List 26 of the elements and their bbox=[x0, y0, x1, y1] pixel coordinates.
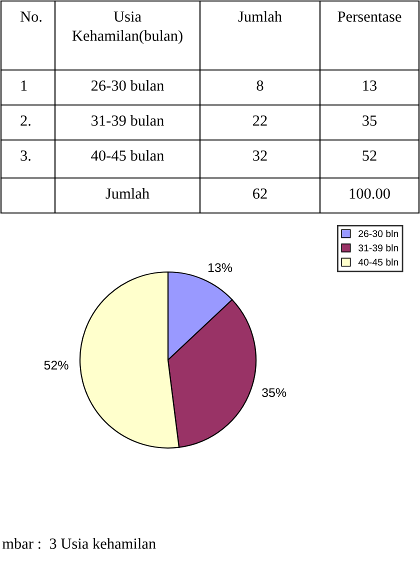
text: 35 bbox=[362, 115, 377, 126]
text: 52 bbox=[362, 150, 376, 161]
text: 100.00 bbox=[350, 188, 390, 199]
text: Jumlah bbox=[238, 11, 282, 22]
text: 1 bbox=[21, 80, 27, 91]
text: 26-30 bulan bbox=[91, 80, 164, 91]
text: Usia Kehamilan(bulan) bbox=[72, 11, 182, 44]
text: Jumlah bbox=[106, 188, 150, 199]
data-label: 13% bbox=[208, 263, 232, 272]
text: 22 bbox=[253, 115, 267, 126]
legend-label: 26-30 bln bbox=[358, 230, 398, 238]
data-label: 52% bbox=[44, 360, 68, 370]
data-label: 35% bbox=[262, 388, 286, 398]
text: 8 bbox=[256, 80, 264, 91]
text: No. bbox=[20, 12, 42, 22]
text: 32 bbox=[253, 150, 267, 161]
legend-label: 40-45 bln bbox=[358, 258, 398, 266]
legend-label: 31-39 bln bbox=[358, 244, 398, 252]
text: 31-39 bulan bbox=[92, 115, 164, 126]
text: 40-45 bulan bbox=[91, 150, 164, 161]
text: 3. bbox=[20, 150, 30, 161]
text: mbar : 3 Usia kehamilan bbox=[2, 538, 156, 549]
text: 62 bbox=[253, 188, 267, 199]
text: 13 bbox=[363, 80, 377, 91]
text: Persentase bbox=[338, 12, 402, 22]
text: 2. bbox=[20, 115, 30, 126]
